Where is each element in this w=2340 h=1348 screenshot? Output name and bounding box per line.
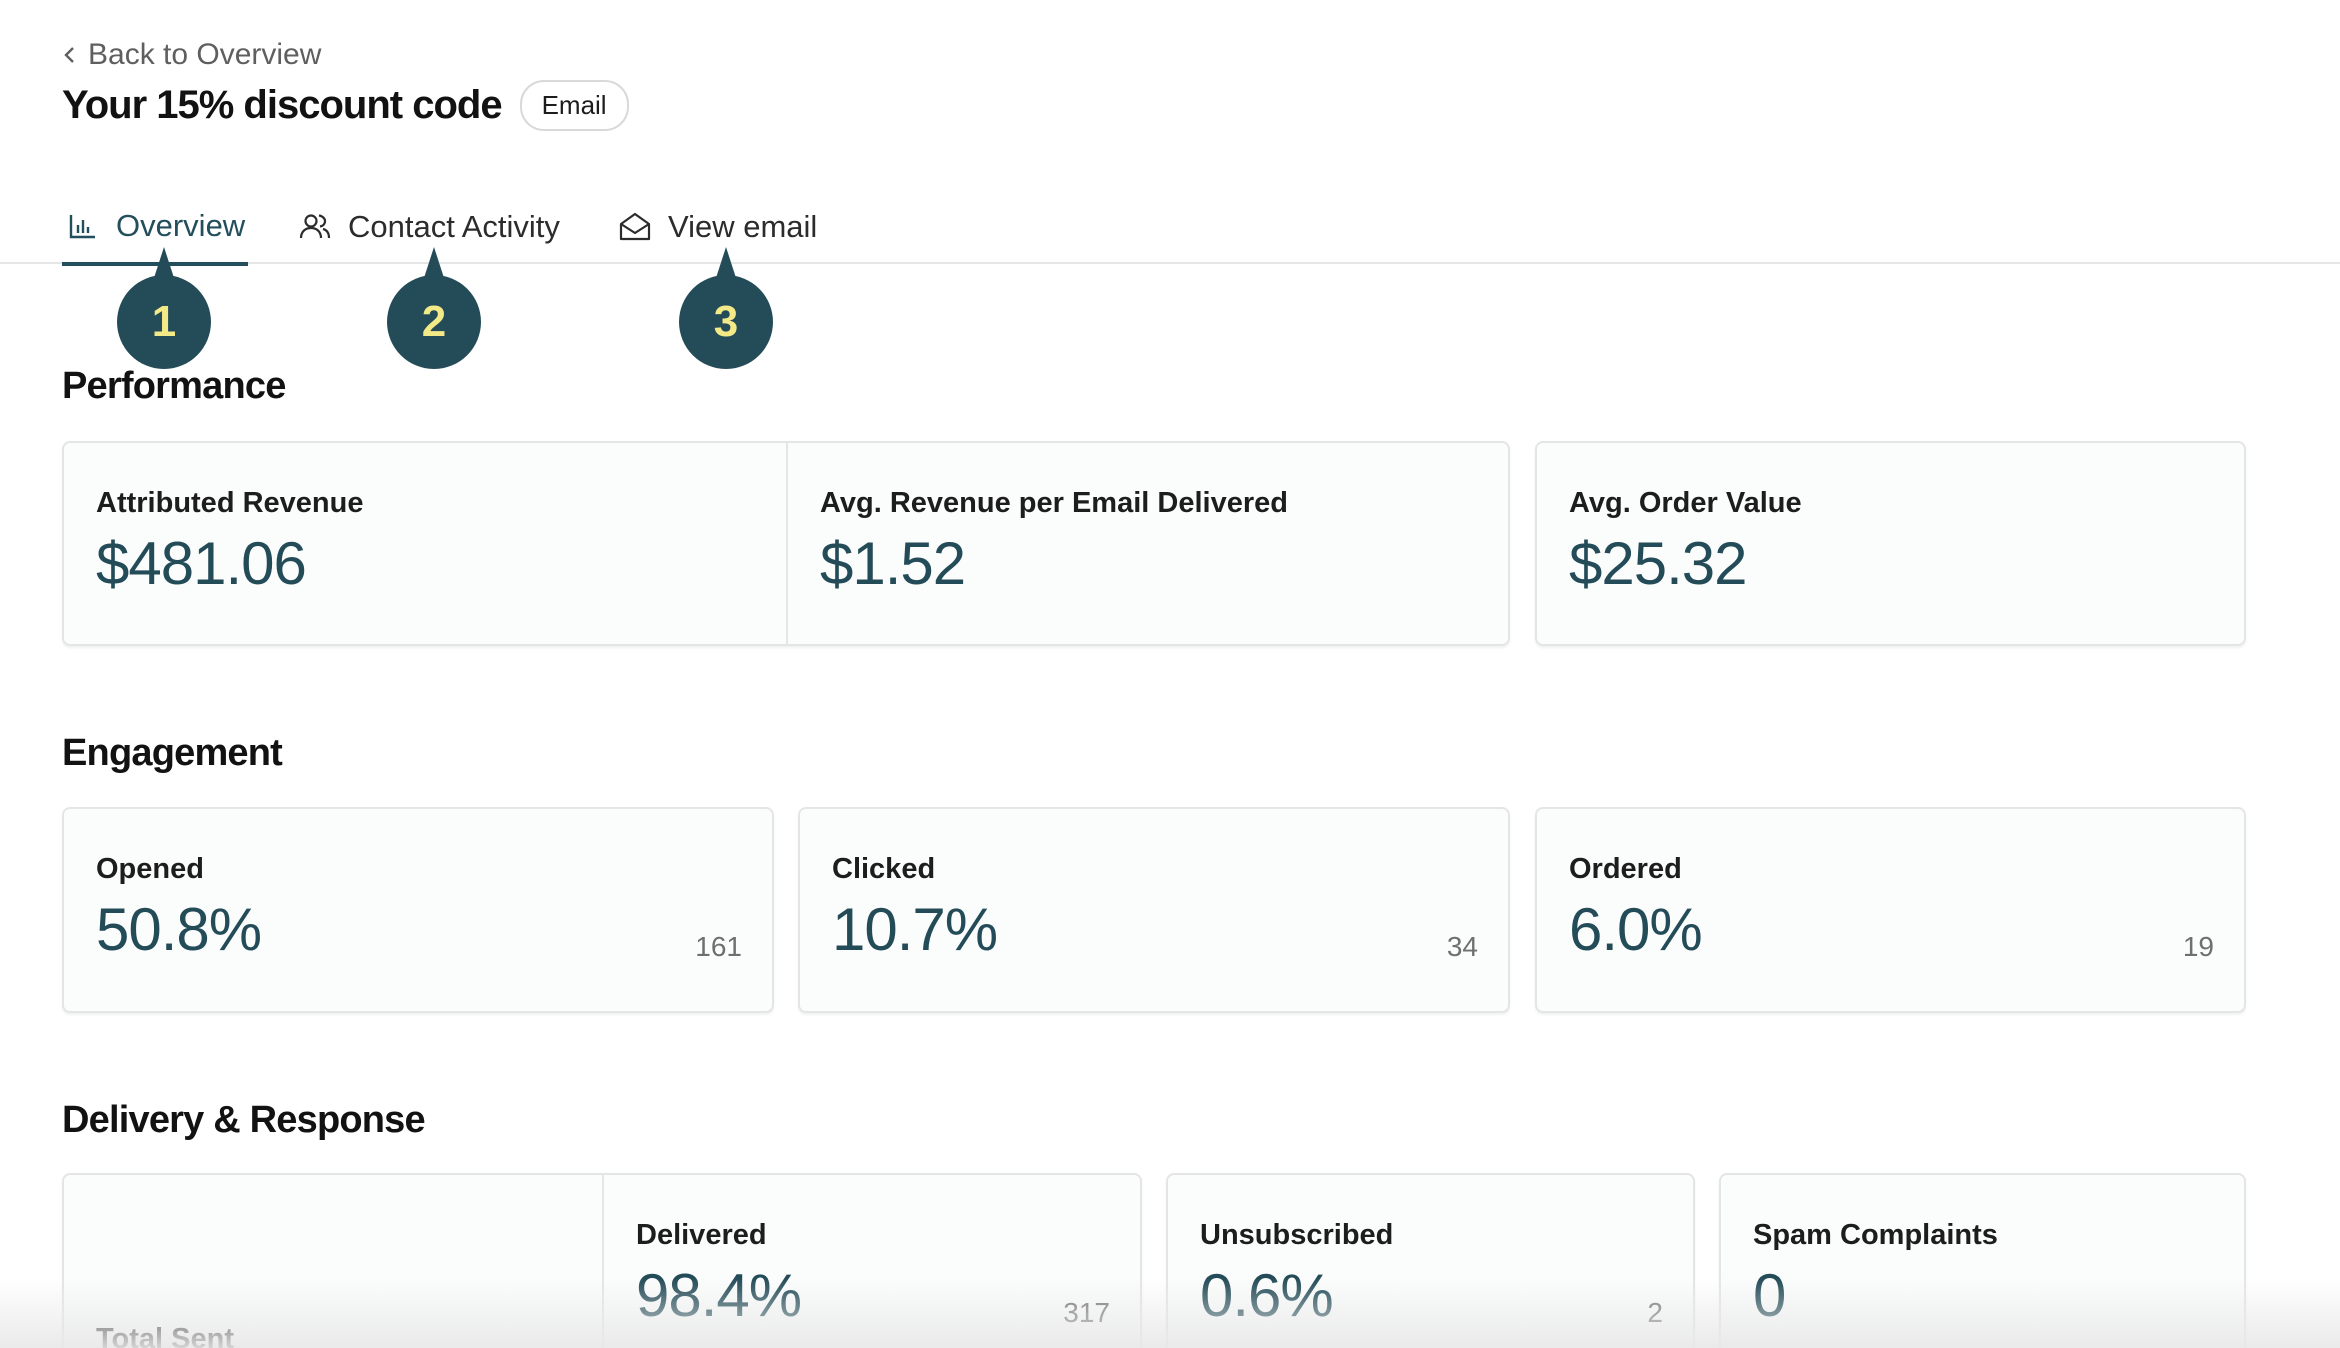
- tab-contact-activity-label: Contact Activity: [348, 209, 560, 244]
- metric-value: $481.06: [96, 530, 307, 597]
- metric-card-attributed-revenue: Attributed Revenue $481.06: [64, 443, 786, 644]
- metric-label: Unsubscribed: [1200, 1219, 1394, 1251]
- bar-chart-icon: [69, 215, 95, 239]
- metric-count: 161: [695, 931, 742, 962]
- metric-value: 0: [1753, 1262, 1786, 1329]
- metric-label: Ordered: [1569, 853, 1682, 885]
- metric-card-spam-complaints: Spam Complaints 0: [1719, 1173, 2246, 1348]
- metric-card-avg-revenue-per-email: Avg. Revenue per Email Delivered $1.52: [786, 443, 1508, 644]
- marker-3: 3: [679, 247, 773, 369]
- back-to-overview-link[interactable]: Back to Overview: [60, 38, 321, 72]
- marker-2: 2: [387, 247, 481, 369]
- metric-label: Attributed Revenue: [96, 487, 364, 519]
- metric-label: Avg. Order Value: [1569, 487, 1802, 519]
- users-icon: [299, 214, 331, 239]
- tab-view-email[interactable]: View email: [618, 190, 817, 264]
- metric-label: Spam Complaints: [1753, 1219, 1998, 1251]
- delivery-card-group: Total Sent Delivered 98.4% 317: [62, 1173, 1142, 1348]
- metric-count: 2: [1647, 1297, 1663, 1328]
- tab-contact-activity[interactable]: Contact Activity: [298, 190, 560, 264]
- metric-count: 317: [1063, 1297, 1110, 1328]
- title-row: Your 15% discount code Email: [62, 80, 629, 131]
- performance-card-group: Attributed Revenue $481.06 Avg. Revenue …: [62, 441, 1510, 646]
- metric-value: 10.7%: [832, 896, 998, 963]
- back-link-label: Back to Overview: [88, 38, 322, 71]
- section-title-engagement: Engagement: [62, 732, 283, 774]
- section-title-delivery-response: Delivery & Response: [62, 1099, 426, 1141]
- envelope-open-icon: [619, 212, 651, 241]
- metric-label: Opened: [96, 853, 204, 885]
- metric-value: $1.52: [820, 530, 966, 597]
- metric-card-ordered: Ordered 6.0% 19: [1535, 807, 2246, 1013]
- metric-value: $25.32: [1569, 530, 1748, 597]
- metric-value: 98.4%: [636, 1262, 802, 1329]
- metric-label: Delivered: [636, 1219, 767, 1251]
- channel-badge: Email: [519, 80, 629, 131]
- marker-1: 1: [117, 247, 211, 369]
- metric-count: 19: [2182, 931, 2214, 962]
- page-title: Your 15% discount code: [62, 83, 503, 127]
- metric-count: 34: [1446, 931, 1478, 962]
- metric-label: Clicked: [832, 853, 936, 885]
- metric-value: 50.8%: [96, 896, 262, 963]
- metric-card-clicked: Clicked 10.7% 34: [798, 807, 1510, 1013]
- tab-overview-label: Overview: [116, 208, 246, 243]
- tab-view-email-label: View email: [668, 209, 818, 244]
- chevron-left-icon: [64, 47, 74, 63]
- metric-card-unsubscribed: Unsubscribed 0.6% 2: [1166, 1173, 1695, 1348]
- metric-card-total-sent: Total Sent: [64, 1175, 602, 1348]
- metric-card-avg-order-value: Avg. Order Value $25.32: [1535, 441, 2246, 646]
- metric-card-delivered: Delivered 98.4% 317: [602, 1175, 1140, 1348]
- metric-label: Avg. Revenue per Email Delivered: [820, 487, 1288, 519]
- metric-card-opened: Opened 50.8% 161: [62, 807, 774, 1013]
- metric-label: Total Sent: [96, 1323, 235, 1348]
- metric-value: 6.0%: [1569, 896, 1703, 963]
- section-title-performance: Performance: [62, 365, 286, 407]
- metric-value: 0.6%: [1200, 1262, 1334, 1329]
- tab-bar: Overview Contact Activity View email: [0, 190, 2340, 266]
